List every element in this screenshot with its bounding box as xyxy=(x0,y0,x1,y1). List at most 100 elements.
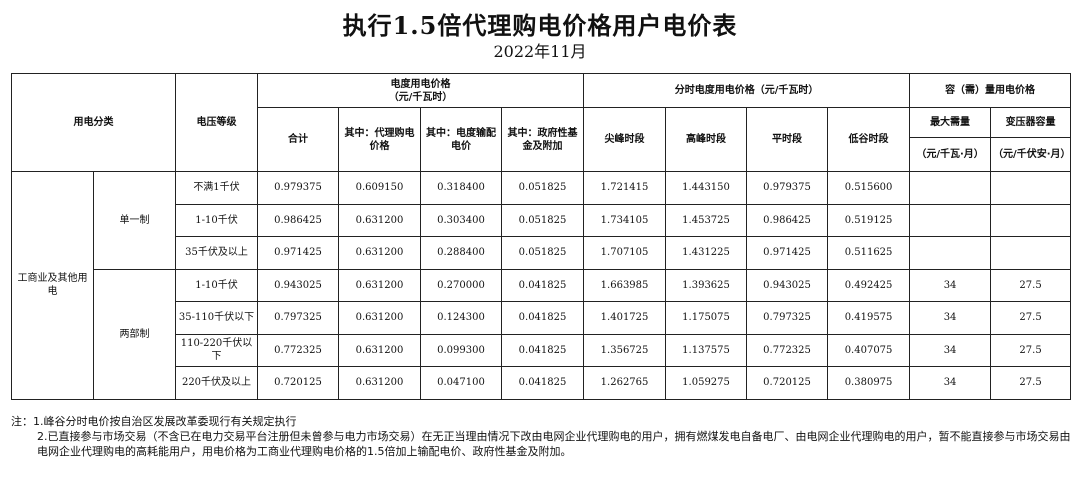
table-row: 35-110千伏以下 0.797325 0.631200 0.124300 0.0418… xyxy=(12,301,1072,335)
table-row: 220千伏及以上 0.720125 0.631200 0.047100 0.041825… xyxy=(12,366,1072,400)
fund-cell: 0.051825 xyxy=(500,236,585,270)
agent-cell: 0.609150 xyxy=(338,171,421,205)
flat-cell: 0.772325 xyxy=(746,333,829,367)
high-cell: 1.431225 xyxy=(665,236,748,270)
footnote-1: 注：1.峰谷分时电价按自治区发展改革委现行有关规定执行 xyxy=(11,415,297,428)
capacity-cell xyxy=(990,203,1072,237)
footnote-2: 2.已直接参与市场交易（不含已在电力交易平台注册但未曾参与电力市场交易）在无正当… xyxy=(37,430,1071,458)
header-capacity-group: 容（需）量用电价格 xyxy=(909,73,1072,108)
page-subtitle: 2022年11月 xyxy=(493,42,587,61)
header-max-demand: 最大需量 xyxy=(909,107,992,138)
header-high: 高峰时段 xyxy=(665,107,748,172)
table-row: 工商业及其他用电 单一制 不满1千伏 0.979375 0.609150 0.318400… xyxy=(11,171,1072,400)
valley-cell: 0.380975 xyxy=(827,366,911,400)
valley-cell: 0.515600 xyxy=(827,171,911,205)
voltage-cell: 220千伏及以上 xyxy=(175,366,258,400)
total-cell: 0.797325 xyxy=(257,301,339,335)
transmission-cell: 0.270000 xyxy=(420,268,502,302)
header-tou-group: 分时电度用电价格（元/千瓦时） xyxy=(583,73,911,108)
voltage-cell: 不满1千伏 xyxy=(175,171,258,205)
flat-cell: 0.979375 xyxy=(746,171,829,205)
fund-cell: 0.051825 xyxy=(500,203,585,237)
footnotes: 注：1.峰谷分时电价按自治区发展改革委现行有关规定执行 2.已直接参与市场交易（… xyxy=(11,414,1073,459)
total-cell: 0.943025 xyxy=(257,268,339,302)
voltage-cell: 1-10千伏 xyxy=(175,203,258,237)
peak-cell: 1.707105 xyxy=(583,236,667,270)
header-kwh-group-line1: 电度用电价格 xyxy=(390,78,451,90)
header-transmission-price: 其中：电度输配电价 xyxy=(420,107,502,172)
fund-cell: 0.051825 xyxy=(500,171,585,205)
voltage-cell: 35千伏及以上 xyxy=(175,236,258,270)
valley-cell: 0.511625 xyxy=(827,236,911,270)
header-transformer-unit: （元/千伏安·月） xyxy=(990,137,1072,172)
high-cell: 1.175075 xyxy=(665,301,748,335)
peak-cell: 1.356725 xyxy=(583,333,667,367)
transmission-cell: 0.303400 xyxy=(420,203,502,237)
table-row: 两部制 1-10千伏 0.943025 0.631200 0.270000 0.04182… xyxy=(12,268,1072,400)
voltage-cell: 110-220千伏以下 xyxy=(175,333,258,367)
table-header: 用电分类 电压等级 电度用电价格 （元/千瓦时） 分时电度用电价格（元/千瓦时）… xyxy=(11,73,1072,172)
transmission-cell: 0.318400 xyxy=(420,171,502,205)
high-cell: 1.137575 xyxy=(665,333,748,367)
table-row: 35千伏及以上 0.971425 0.631200 0.288400 0.051825 1… xyxy=(12,236,1072,270)
header-total: 合计 xyxy=(257,107,339,172)
flat-cell: 0.971425 xyxy=(746,236,829,270)
total-cell: 0.979375 xyxy=(257,171,339,205)
peak-cell: 1.734105 xyxy=(583,203,667,237)
fund-cell: 0.041825 xyxy=(500,333,585,367)
fund-cell: 0.041825 xyxy=(500,268,585,302)
total-cell: 0.720125 xyxy=(257,366,339,400)
agent-cell: 0.631200 xyxy=(338,333,421,367)
total-cell: 0.986425 xyxy=(257,203,339,237)
flat-cell: 0.797325 xyxy=(746,301,829,335)
header-kwh-group: 电度用电价格 （元/千瓦时） xyxy=(256,73,585,108)
peak-cell: 1.401725 xyxy=(583,301,667,335)
capacity-cell xyxy=(990,171,1072,205)
fund-cell: 0.041825 xyxy=(500,366,585,400)
valley-cell: 0.519125 xyxy=(827,203,911,237)
demand-cell: 34 xyxy=(909,366,992,400)
header-peak: 尖峰时段 xyxy=(583,107,667,172)
agent-cell: 0.631200 xyxy=(338,366,421,400)
agent-cell: 0.631200 xyxy=(338,203,421,237)
high-cell: 1.059275 xyxy=(665,366,748,400)
transmission-cell: 0.047100 xyxy=(420,366,502,400)
header-max-demand-unit: （元/千瓦·月） xyxy=(909,137,992,172)
peak-cell: 1.721415 xyxy=(583,171,667,205)
total-cell: 0.971425 xyxy=(257,236,339,270)
high-cell: 1.443150 xyxy=(665,171,748,205)
voltage-cell: 1-10千伏 xyxy=(175,268,258,302)
demand-cell xyxy=(909,203,992,237)
tariff-table: 用电分类 电压等级 电度用电价格 （元/千瓦时） 分时电度用电价格（元/千瓦时）… xyxy=(11,73,1072,400)
demand-cell: 34 xyxy=(909,268,992,302)
tariff-type-cell: 单一制 xyxy=(93,171,176,270)
capacity-cell: 27.5 xyxy=(990,333,1072,367)
fund-cell: 0.041825 xyxy=(500,301,585,335)
demand-cell xyxy=(909,171,992,205)
valley-cell: 0.492425 xyxy=(827,268,911,302)
tariff-type-cell: 两部制 xyxy=(93,268,176,400)
valley-cell: 0.407075 xyxy=(827,333,911,367)
flat-cell: 0.943025 xyxy=(746,268,829,302)
header-valley: 低谷时段 xyxy=(827,107,911,172)
header-voltage: 电压等级 xyxy=(175,73,258,172)
capacity-cell: 27.5 xyxy=(990,268,1072,302)
flat-cell: 0.986425 xyxy=(746,203,829,237)
category-cell: 工商业及其他用电 xyxy=(11,171,94,400)
table-row: 1-10千伏 0.986425 0.631200 0.303400 0.051825 1.… xyxy=(12,203,1072,237)
agent-cell: 0.631200 xyxy=(338,268,421,302)
peak-cell: 1.262765 xyxy=(583,366,667,400)
capacity-cell xyxy=(990,236,1072,270)
high-cell: 1.393625 xyxy=(665,268,748,302)
page-title: 执行1.5倍代理购电价格用户电价表 xyxy=(342,11,738,40)
table-body: 工商业及其他用电 单一制 不满1千伏 0.979375 0.609150 0.318400… xyxy=(11,171,1072,400)
transmission-cell: 0.124300 xyxy=(420,301,502,335)
agent-cell: 0.631200 xyxy=(338,236,421,270)
header-fund: 其中：政府性基金及附加 xyxy=(500,107,585,172)
header-kwh-group-line2: （元/千瓦时） xyxy=(388,91,453,103)
total-cell: 0.772325 xyxy=(257,333,339,367)
header-flat: 平时段 xyxy=(746,107,829,172)
header-category: 用电分类 xyxy=(11,73,176,172)
voltage-cell: 35-110千伏以下 xyxy=(175,301,258,335)
demand-cell: 34 xyxy=(909,301,992,335)
